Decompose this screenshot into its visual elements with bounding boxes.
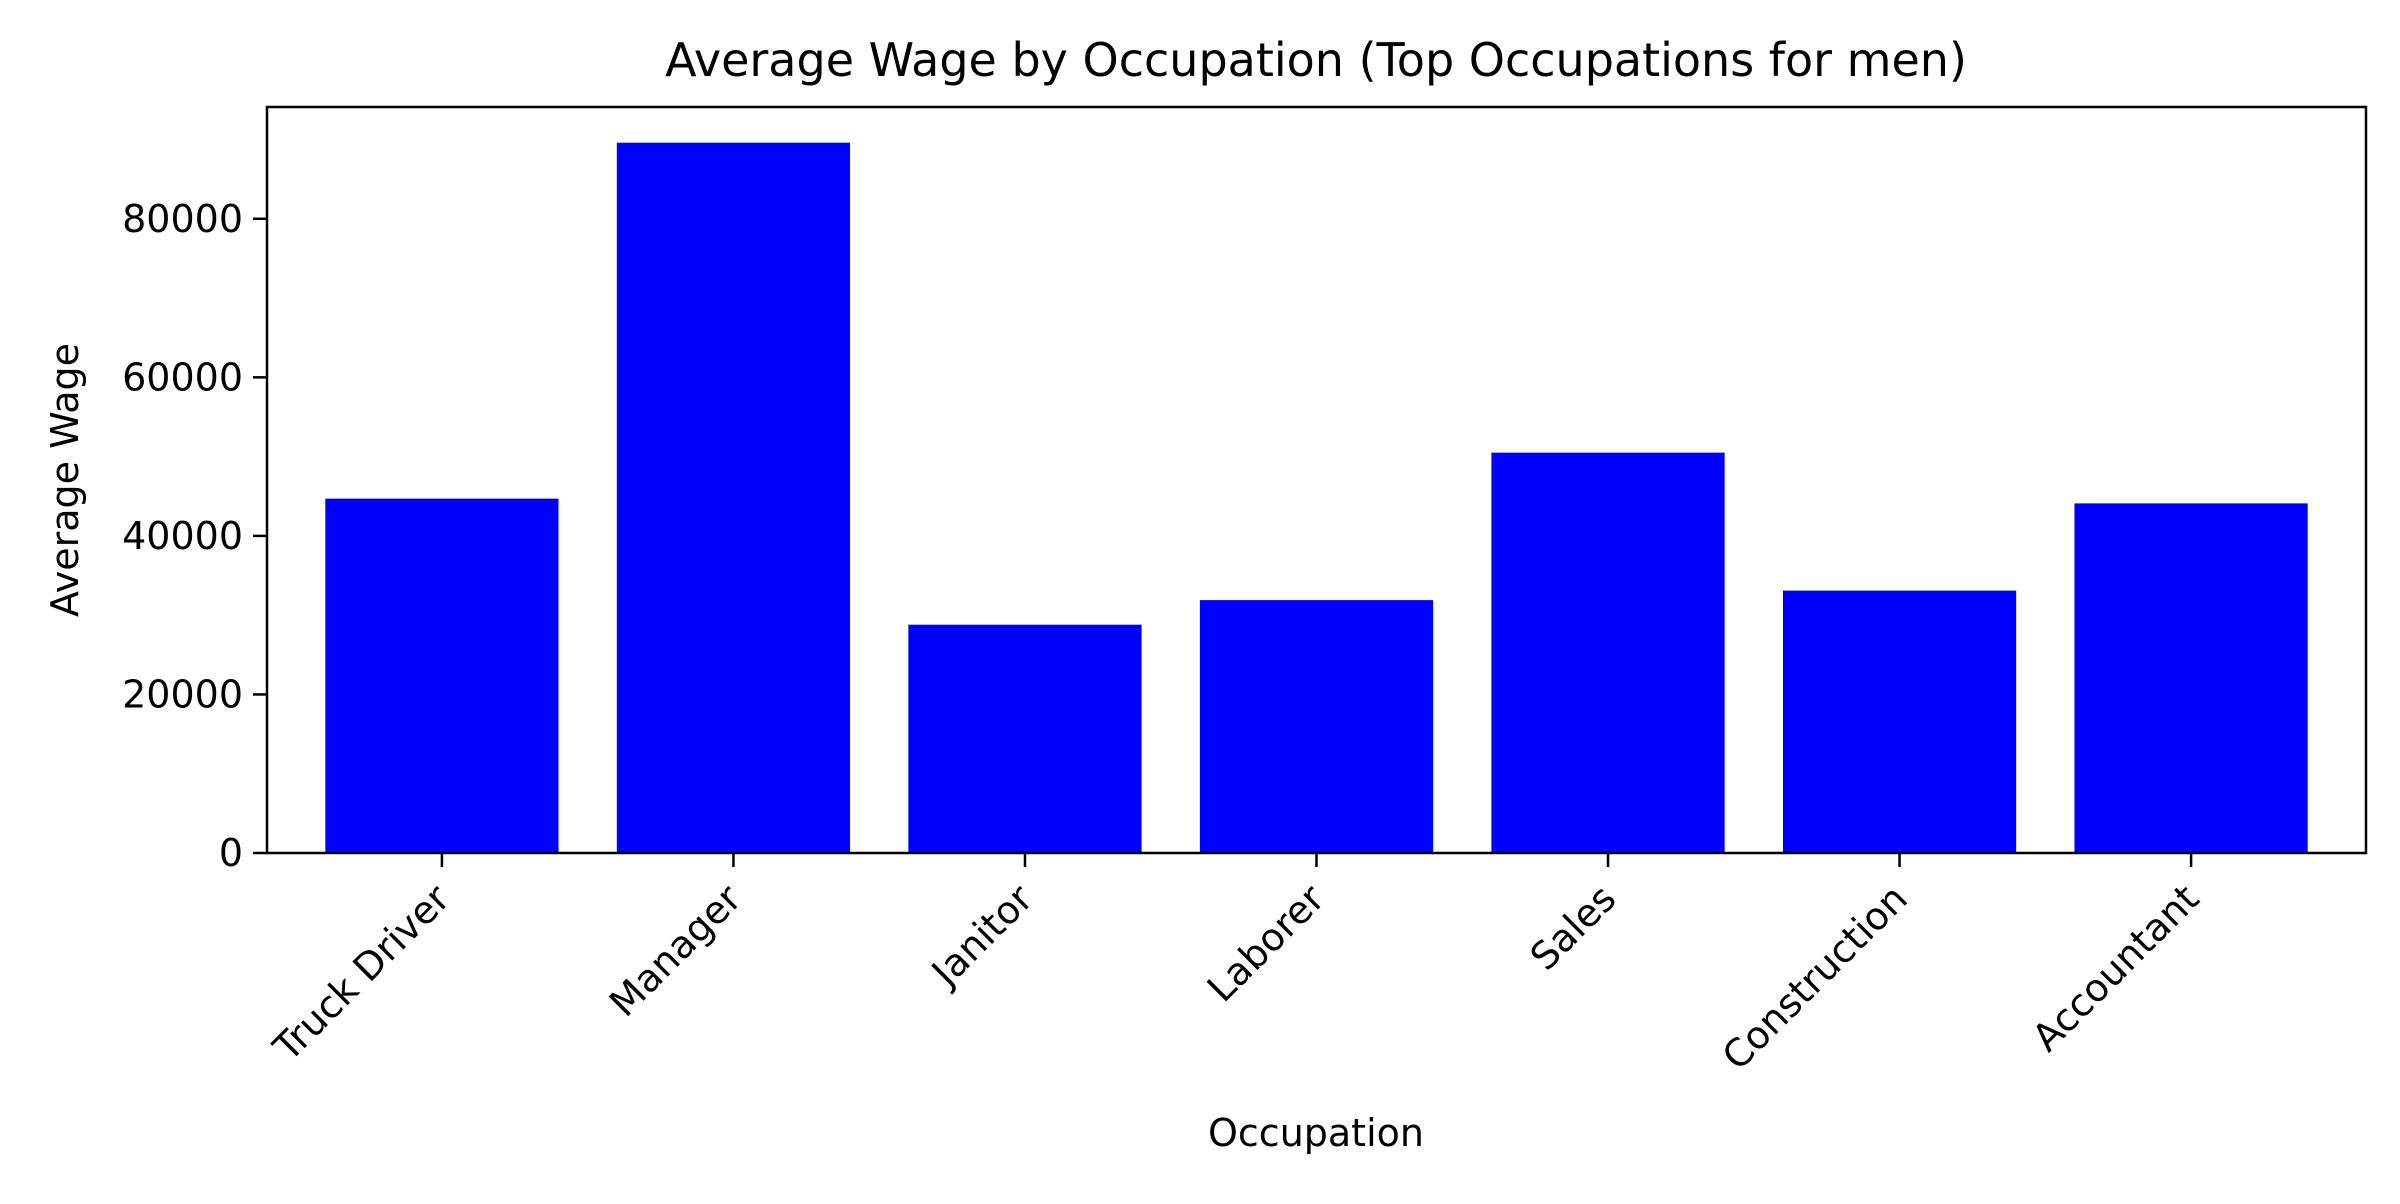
x-tick-label-truck-driver: Truck Driver <box>264 876 458 1070</box>
y-tick-label-0: 0 <box>219 831 243 875</box>
x-tick-label-manager: Manager <box>601 876 750 1025</box>
y-tick-label-40000: 40000 <box>122 514 243 558</box>
bar-sales <box>1491 452 1725 853</box>
plot-frame <box>265 105 2368 855</box>
bar-construction <box>1782 590 2017 853</box>
y-tick-label-60000: 60000 <box>122 355 243 399</box>
bar-accountant <box>2074 503 2308 853</box>
y-axis-label: Average Wage <box>43 343 87 617</box>
x-tick-label-sales: Sales <box>1522 876 1625 979</box>
bar-manager <box>616 142 851 854</box>
bars-layer <box>325 142 2308 854</box>
x-axis-label: Occupation <box>1208 1111 1424 1155</box>
bar-janitor <box>908 624 1142 853</box>
bar-laborer <box>1199 600 1434 853</box>
y-tick-label-20000: 20000 <box>122 672 243 716</box>
x-tick-label-laborer: Laborer <box>1199 876 1333 1010</box>
y-tick-label-80000: 80000 <box>122 197 243 241</box>
x-tick-label-construction: Construction <box>1714 876 1916 1078</box>
bar-truck-driver <box>325 498 559 853</box>
chart-title: Average Wage by Occupation (Top Occupati… <box>665 33 1967 87</box>
x-tick-label-accountant: Accountant <box>2024 876 2208 1060</box>
x-tick-label-janitor: Janitor <box>922 876 1042 996</box>
